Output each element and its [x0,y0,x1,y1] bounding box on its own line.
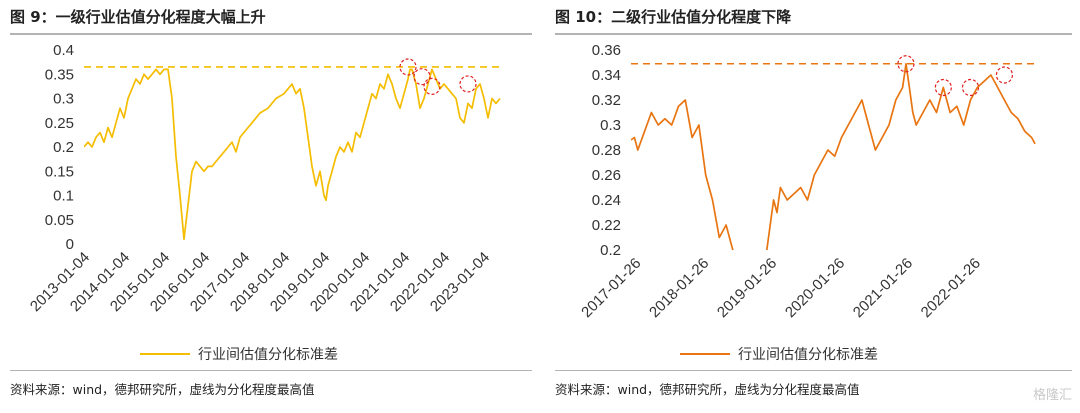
chart-plot-right: 0.2 0.22 0.24 0.26 0.28 0.3 0.32 0.34 0.36 2017-0… [578,42,1036,363]
title-rule-left [10,33,532,35]
peak-marker-circle [423,77,441,95]
peak-marker-circle [934,78,952,97]
y-tick-label: 0.3 [53,91,74,108]
y-tick-label: 0.2 [53,139,74,156]
peak-marker-circle [459,75,477,93]
y-tick-label: 0.25 [45,115,74,132]
y-tick-label: 0.34 [592,67,621,84]
y-tick-label: 0.4 [53,42,74,59]
x-tick-label: 2017-01-26 [578,255,644,321]
source-rule-left [10,370,532,371]
x-tick-label: 2019-01-26 [714,255,780,321]
chart-panel-right: 图 10：二级行业估值分化程度下降 0.2 0.22 0.24 0.26 0.28 0.3… [545,0,1080,413]
x-tick-label: 2021-01-26 [850,255,916,321]
y-tick-label: 0.05 [45,212,74,229]
source-rule-right [555,370,1072,371]
series-line [84,68,501,241]
peak-marker-circle [961,78,980,97]
legend-label: 行业间估值分化标准差 [198,347,338,363]
y-tick-label: 0.32 [592,92,621,109]
chart-title-right: 图 10：二级行业估值分化程度下降 [555,8,792,26]
y-tick-label: 0.36 [592,42,621,59]
y-tick-label: 0.15 [45,163,74,180]
y-tick-label: 0.22 [592,217,621,234]
peak-marker-circle [995,66,1014,84]
watermark-logo: 格隆汇 [1032,388,1072,403]
x-tick-label: 2020-01-26 [782,255,848,321]
chart-title-left: 图 9：一级行业估值分化程度大幅上升 [10,8,266,26]
y-tick-label: 0.2 [600,242,621,259]
peak-marker-circle [399,58,417,76]
y-tick-label: 0.3 [600,117,621,134]
title-rule-right [555,33,1072,35]
y-tick-label: 0.35 [45,66,74,83]
series-line [631,62,1036,250]
chart-plot-left: 00.050.10.150.20.250.30.350.42013-01-042… [27,42,501,363]
source-note-right: 资料来源：wind，德邦研究所，虚线为分化程度最高值 [555,382,860,397]
legend-label: 行业间估值分化标准差 [738,347,878,363]
y-tick-label: 0.1 [53,188,74,205]
y-tick-label: 0 [66,236,74,253]
peak-marker-circle [413,68,431,86]
y-tick-label: 0.24 [592,192,621,209]
source-note-left: 资料来源：wind，德邦研究所，虚线为分化程度最高值 [10,382,315,397]
x-tick-label: 2022-01-26 [918,255,984,321]
chart-panel-left: 图 9：一级行业估值分化程度大幅上升 0 0.05 0.1 0.15 0.2 0.25 0.… [10,8,532,397]
y-tick-label: 0.26 [592,167,621,184]
x-tick-label: 2018-01-26 [646,255,712,321]
y-tick-label: 0.28 [592,142,621,159]
